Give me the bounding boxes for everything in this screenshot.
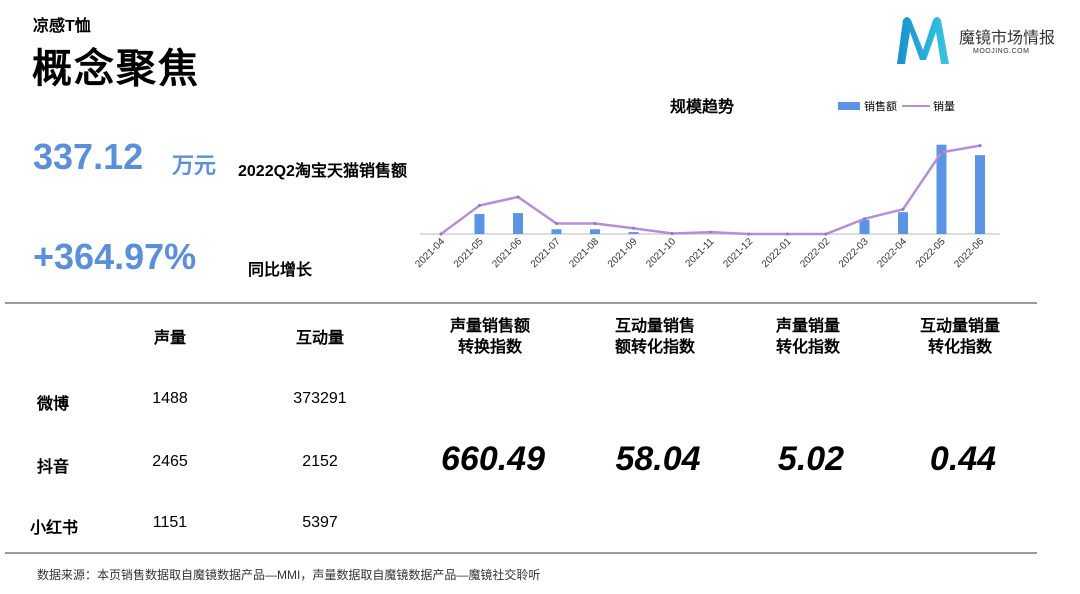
footer-source: 数据来源：本页销售数据取自魔镜数据产品—MMI，声量数据取自魔镜数据产品—魔镜社… <box>37 568 541 582</box>
sales-bar <box>936 144 947 234</box>
sales-bar <box>513 213 523 234</box>
legend-label-sales: 销售额 <box>864 99 897 113</box>
x-tick-label: 2021-07 <box>529 236 563 270</box>
platform-xiaohongshu: 小红书 <box>29 520 78 537</box>
volume-point <box>709 230 712 234</box>
douyin-volume: 2465 <box>152 453 188 470</box>
sales-label: 2022Q2淘宝天猫销售额 <box>238 163 407 180</box>
volume-point <box>978 144 982 148</box>
x-tick-label: 2022-01 <box>760 236 794 270</box>
x-tick-label: 2021-05 <box>452 236 486 270</box>
logo-url: MOOJING.COM <box>973 48 1030 55</box>
divider-top <box>5 302 1037 304</box>
index-header-3: 声量销量 转化指数 <box>775 318 840 356</box>
trend-chart: 规模趋势 销售额 销量 2021-04 2021-05 2021-06 2021-07… <box>413 97 1000 270</box>
volume-point <box>555 222 558 226</box>
chart-title: 规模趋势 <box>670 97 734 116</box>
x-tick-label: 2022-03 <box>837 236 871 270</box>
volume-point <box>632 226 635 230</box>
xiaohongshu-volume: 1151 <box>152 514 188 531</box>
index-value-3: 5.02 <box>777 440 845 478</box>
volume-point <box>901 207 905 211</box>
legend-label-volume: 销量 <box>933 99 955 113</box>
volume-point <box>747 232 751 236</box>
sales-bar <box>628 232 639 234</box>
x-tick-label: 2022-05 <box>914 236 948 270</box>
volume-point <box>786 232 789 236</box>
xiaohongshu-interaction: 5397 <box>302 514 338 531</box>
yoy-label: 同比增长 <box>248 262 313 279</box>
volume-point <box>670 232 674 236</box>
page-title: 概念聚焦 <box>32 47 200 91</box>
index-header-1: 声量销售额 转换指数 <box>449 318 530 356</box>
x-tick-label: 2021-10 <box>644 236 678 270</box>
sales-bar <box>898 212 908 234</box>
sales-value: 337.12 <box>33 136 144 177</box>
x-tick-label: 2021-09 <box>606 236 640 270</box>
index-header-4: 互动量销量 转化指数 <box>919 318 1000 356</box>
volume-point <box>439 232 443 236</box>
sales-bar <box>474 214 485 234</box>
col-header-volume: 声量 <box>153 330 186 347</box>
weibo-interaction: 373291 <box>293 390 347 407</box>
page-subtitle: 凉感T恤 <box>33 18 91 35</box>
douyin-interaction: 2152 <box>302 453 338 470</box>
col-header-interaction: 互动量 <box>295 330 344 347</box>
logo-name: 魔镜市场情报 <box>959 30 1056 47</box>
index-value-1: 660.49 <box>441 440 545 478</box>
platform-weibo: 微博 <box>36 396 69 413</box>
platform-douyin: 抖音 <box>36 459 69 476</box>
volume-point <box>478 204 481 207</box>
sales-bar <box>975 155 985 234</box>
x-tick-label: 2022-06 <box>952 236 986 270</box>
index-value-4: 0.44 <box>929 440 997 478</box>
sales-bar <box>859 219 870 234</box>
weibo-volume: 1488 <box>152 390 188 407</box>
volume-point <box>824 232 828 236</box>
x-tick-label: 2021-08 <box>567 236 601 270</box>
divider-bottom <box>5 552 1037 554</box>
sales-bar <box>551 229 562 234</box>
sales-bar <box>590 229 600 234</box>
volume-point <box>516 195 520 199</box>
legend-bar-swatch <box>838 102 860 110</box>
x-tick-label: 2021-04 <box>413 236 447 270</box>
yoy-value: +364.97% <box>33 236 197 277</box>
index-value-2: 58.04 <box>615 440 701 478</box>
logo-m-icon <box>897 17 949 64</box>
sales-unit: 万元 <box>172 153 217 178</box>
logo: 魔镜市场情报 MOOJING.COM <box>893 14 1073 66</box>
index-header-2: 互动量销售 额转化指数 <box>614 318 695 356</box>
x-tick-label: 2022-02 <box>798 236 832 270</box>
volume-point <box>863 217 866 221</box>
volume-point <box>940 150 943 154</box>
x-tick-label: 2021-06 <box>490 236 524 270</box>
x-tick-label: 2021-11 <box>683 236 717 270</box>
x-tick-label: 2021-12 <box>721 236 755 270</box>
x-tick-label: 2022-04 <box>875 236 909 270</box>
volume-point <box>593 222 597 226</box>
